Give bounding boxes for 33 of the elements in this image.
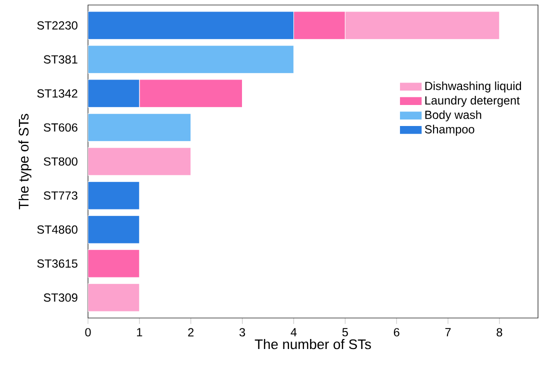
y-tick-label: ST309 <box>44 293 78 302</box>
bar <box>139 79 243 108</box>
x-tick-label: 5 <box>342 328 348 336</box>
bar <box>88 215 140 244</box>
legend-label: Laundry detergent <box>425 96 520 107</box>
x-tick-label: 4 <box>290 328 297 336</box>
y-tick-label: ST800 <box>44 157 78 166</box>
x-tick-label: 6 <box>394 328 400 336</box>
bar <box>88 283 140 312</box>
x-tick-label: 7 <box>445 328 451 336</box>
y-tick-label: ST606 <box>44 123 78 132</box>
x-tick-label: 1 <box>137 328 142 336</box>
bar <box>88 181 140 210</box>
x-tick-label: 0 <box>85 328 91 336</box>
y-tick-label: ST3615 <box>37 259 78 268</box>
x-tick-label: 3 <box>239 328 246 336</box>
bar <box>88 147 192 176</box>
bar <box>293 11 346 40</box>
bar <box>88 249 140 278</box>
legend-label: Dishwashing liquid <box>425 81 522 92</box>
y-tick-label: ST773 <box>44 191 78 200</box>
x-tick-label: 8 <box>496 328 502 336</box>
y-tick-label: ST381 <box>44 55 78 64</box>
legend-label: Body wash <box>425 110 482 122</box>
bar <box>88 113 192 142</box>
bar <box>88 45 294 74</box>
y-axis-title: The type of STs <box>18 114 32 210</box>
x-axis-title: The number of STs <box>254 339 371 350</box>
y-tick-label: ST4860 <box>37 225 78 234</box>
legend-label: Shampoo <box>424 124 474 136</box>
y-tick-label: ST2230 <box>37 21 78 30</box>
x-tick-label: 2 <box>188 328 194 336</box>
y-tick-label: ST1342 <box>37 89 78 98</box>
